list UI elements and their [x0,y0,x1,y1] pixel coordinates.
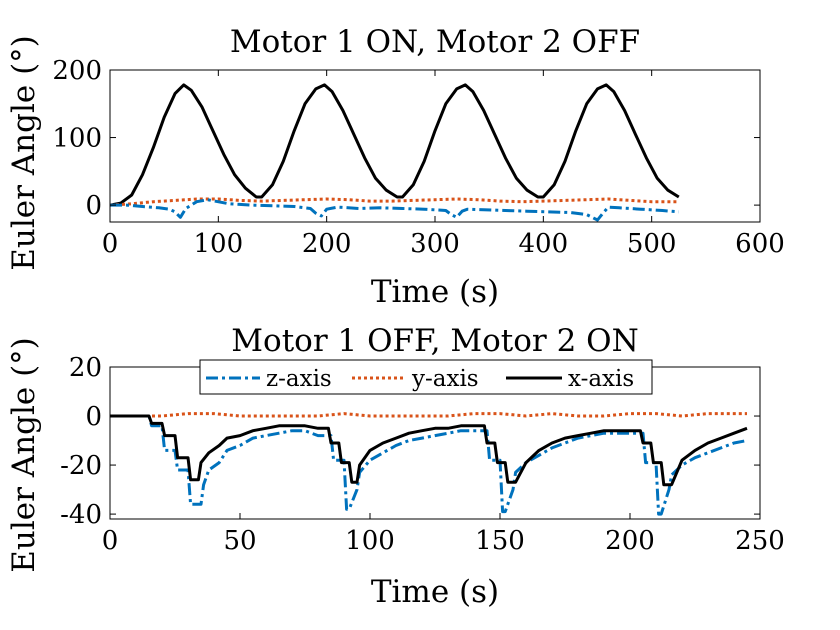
bottom-series-y-axis-line [110,412,747,418]
bottom-x-tick-label: 200 [605,526,655,556]
top-x-tick-label: 500 [627,229,677,259]
top-y-tick-label: 100 [52,124,102,154]
top-x-tick-label: 0 [102,229,119,259]
top-y-tick-label: 200 [52,56,102,86]
top-x-axis-label: Time (s) [371,274,499,310]
bottom-x-tick-label: 100 [345,526,395,556]
top-x-tick-label: 600 [735,229,785,259]
legend: z-axis y-axis x-axis [199,359,653,395]
top-plot-area: 0 100 200 300 400 500 600 0 100 200 [52,56,784,259]
bottom-panel: Motor 1 OFF, Motor 2 ON 0 50 100 150 200 250-… [6,323,785,610]
bottom-y-axis-label: Euler Angle (°) [6,337,42,573]
legend-z-axis-label: z-axis [266,366,332,392]
legend-box [199,359,653,395]
top-x-tick-label: 300 [410,229,460,259]
bottom-y-tick-label: 0 [85,402,102,432]
top-x-tick-label: 200 [302,229,352,259]
bottom-plot-area: 0 50 100 150 200 250 -40 -20 0 20 [60,353,785,556]
top-y-tick-label: 0 [85,191,102,221]
top-panel: Motor 1 ON, Motor 2 OFF 0 100 200 300 400 500… [6,24,785,310]
bottom-y-tick-label: -20 [60,451,102,481]
bottom-x-axis-label: Time (s) [371,574,499,610]
legend-x-axis-label: x-axis [568,366,634,392]
top-series-y-axis-line [110,197,679,207]
top-x-tick-label: 100 [194,229,244,259]
bottom-series-z-axis-line [110,414,748,516]
top-series-x-axis-line [110,83,680,207]
bottom-y-tick-label: 20 [69,353,102,383]
bottom-x-tick-label: 50 [223,526,256,556]
top-chart-title: Motor 1 ON, Motor 2 OFF [230,24,640,60]
bottom-chart-title: Motor 1 OFF, Motor 2 ON [231,323,638,359]
bottom-series-x-axis-line [110,414,748,487]
bottom-y-tick-label: -40 [60,500,102,530]
top-series-z-axis-line [110,198,679,222]
legend-y-axis-label: y-axis [411,366,479,392]
top-y-axis-label: Euler Angle (°) [6,35,42,271]
bottom-x-tick-label: 250 [735,526,785,556]
bottom-x-tick-label: 150 [475,526,525,556]
top-x-tick-label: 400 [519,229,569,259]
bottom-x-tick-label: 0 [102,526,119,556]
